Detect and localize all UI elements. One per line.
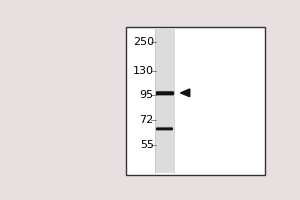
Bar xyxy=(155,29,173,173)
Text: 72: 72 xyxy=(140,115,154,125)
Text: 55: 55 xyxy=(140,140,154,150)
Bar xyxy=(126,27,266,175)
Text: 95: 95 xyxy=(140,90,154,100)
Text: 130: 130 xyxy=(133,66,154,76)
Text: 250: 250 xyxy=(133,37,154,47)
Polygon shape xyxy=(181,89,190,97)
